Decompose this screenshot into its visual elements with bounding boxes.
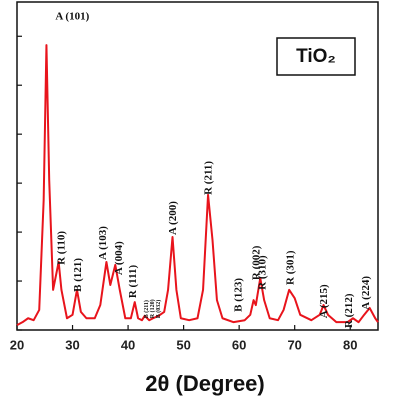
- peak-label: A (004): [113, 241, 125, 275]
- legend-label: TiO₂: [296, 46, 336, 67]
- peak-label: A (101): [55, 11, 89, 23]
- x-tick-label: 60: [232, 337, 246, 352]
- peak-label: R (310): [257, 255, 269, 290]
- peak-label: B (123): [232, 278, 244, 312]
- plot-frame: [16, 1, 379, 331]
- peak-label: A (215): [318, 284, 330, 318]
- x-axis-label: 2θ (Degree): [145, 371, 265, 396]
- peak-label: B (211): [143, 300, 150, 318]
- peak-label: A (224): [360, 276, 372, 310]
- peak-label: R (301): [285, 250, 297, 285]
- x-tick-label: 40: [121, 337, 135, 352]
- peak-label: R (002): [251, 245, 263, 280]
- peak-label: R (110): [56, 231, 68, 265]
- x-tick-label: 30: [65, 337, 79, 352]
- peak-label: A (103): [97, 226, 109, 260]
- xrd-curve: [16, 44, 379, 326]
- peak-label: B (121): [72, 258, 84, 292]
- x-tick-label: 50: [176, 337, 190, 352]
- peak-label: A (200): [167, 201, 179, 235]
- peak-label: R (120): [149, 299, 156, 318]
- x-tick-label: 70: [287, 337, 301, 352]
- x-tick-label: 80: [343, 337, 357, 352]
- x-tick-label: 20: [10, 337, 24, 352]
- peak-label: R (211): [202, 161, 214, 195]
- peak-label: R (111): [127, 265, 139, 299]
- peak-label: B (032): [155, 300, 162, 319]
- peak-label: R (212): [343, 293, 355, 328]
- legend-box: [276, 37, 356, 76]
